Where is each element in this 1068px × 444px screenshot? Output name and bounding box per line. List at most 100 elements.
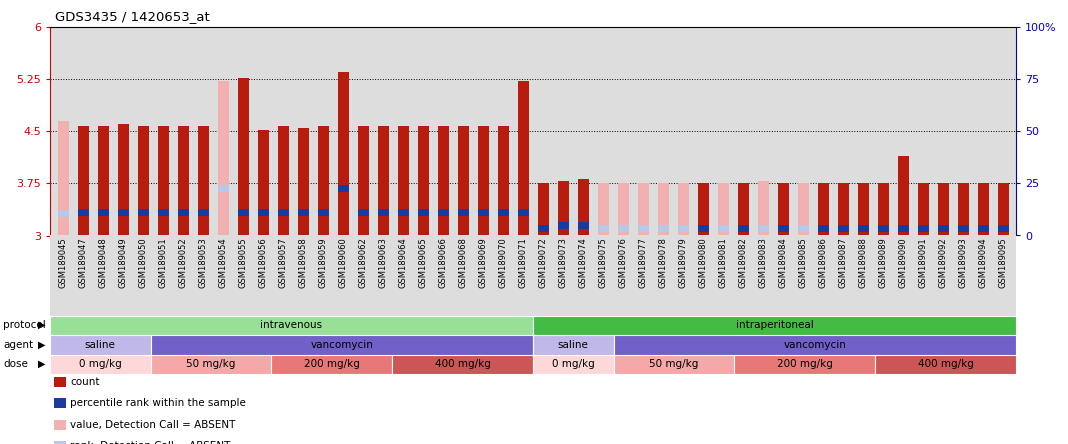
Bar [58, 121, 68, 235]
Bar [257, 130, 268, 235]
Text: 200 mg/kg: 200 mg/kg [303, 359, 360, 369]
Bar [837, 183, 848, 235]
Text: GSM189052: GSM189052 [178, 237, 188, 288]
Text: GSM189077: GSM189077 [639, 237, 647, 288]
Bar [613, 335, 1016, 354]
Text: GSM189090: GSM189090 [898, 237, 908, 288]
Text: ▶: ▶ [38, 359, 46, 369]
Bar [778, 183, 788, 235]
Text: GSM189086: GSM189086 [818, 237, 828, 288]
Text: GSM189063: GSM189063 [378, 237, 388, 288]
Bar [97, 126, 109, 235]
Bar [697, 183, 708, 235]
Text: GSM189072: GSM189072 [538, 237, 548, 288]
Bar [177, 209, 188, 216]
Bar [438, 209, 449, 216]
Bar [50, 235, 1016, 316]
Text: 400 mg/kg: 400 mg/kg [435, 359, 490, 369]
Text: GSM189084: GSM189084 [779, 237, 787, 288]
Bar [392, 354, 533, 374]
Bar [557, 181, 568, 235]
Text: GSM189050: GSM189050 [139, 237, 147, 288]
Bar [298, 128, 309, 235]
Bar [617, 183, 628, 235]
Bar [817, 225, 829, 232]
Text: percentile rank within the sample: percentile rank within the sample [70, 398, 246, 408]
Text: GSM189068: GSM189068 [458, 237, 468, 288]
Bar [837, 225, 848, 232]
Bar [177, 126, 188, 235]
Bar [998, 225, 1008, 232]
Text: value, Detection Call = ABSENT: value, Detection Call = ABSENT [70, 420, 236, 430]
Bar [917, 183, 928, 235]
Bar [298, 209, 309, 216]
Bar [638, 225, 648, 232]
Text: GSM189085: GSM189085 [799, 237, 807, 288]
Bar [198, 126, 208, 235]
Bar [218, 81, 229, 235]
Bar [418, 209, 428, 216]
Text: GSM189065: GSM189065 [419, 237, 427, 288]
Bar [397, 209, 408, 216]
Text: GSM189088: GSM189088 [859, 237, 867, 288]
Bar [817, 183, 829, 235]
Bar [237, 209, 249, 216]
Text: GSM189053: GSM189053 [199, 237, 207, 288]
Bar [537, 183, 549, 235]
Bar [337, 72, 348, 235]
Text: 400 mg/kg: 400 mg/kg [917, 359, 974, 369]
Bar [377, 209, 389, 216]
Bar [97, 209, 109, 216]
Bar [457, 126, 469, 235]
Bar [677, 225, 689, 232]
Bar [498, 209, 508, 216]
Bar [138, 209, 148, 216]
Text: ▶: ▶ [38, 320, 46, 330]
Bar [718, 183, 728, 235]
Bar [917, 225, 928, 232]
Text: GSM189047: GSM189047 [79, 237, 88, 288]
Bar [157, 126, 169, 235]
Bar [278, 126, 288, 235]
Bar [878, 183, 889, 235]
Bar [938, 225, 948, 232]
Bar [358, 126, 368, 235]
Bar [735, 354, 875, 374]
Text: GSM189057: GSM189057 [279, 237, 287, 288]
Bar [58, 210, 68, 217]
Text: saline: saline [557, 340, 588, 350]
Bar [578, 178, 588, 235]
Bar [998, 183, 1008, 235]
Bar [457, 209, 469, 216]
Text: GSM189066: GSM189066 [439, 237, 447, 288]
Text: count: count [70, 377, 99, 387]
Bar [897, 155, 909, 235]
Text: GSM189064: GSM189064 [398, 237, 408, 288]
Bar [278, 209, 288, 216]
Bar [718, 225, 728, 232]
Bar [358, 209, 368, 216]
Text: GSM189075: GSM189075 [598, 237, 608, 288]
Text: 200 mg/kg: 200 mg/kg [776, 359, 833, 369]
Text: GSM189071: GSM189071 [518, 237, 528, 288]
Text: GSM189094: GSM189094 [978, 237, 988, 288]
Text: GSM189048: GSM189048 [98, 237, 108, 288]
Text: GSM189056: GSM189056 [258, 237, 267, 288]
Text: GSM189083: GSM189083 [758, 237, 768, 288]
Bar [50, 354, 151, 374]
Bar [533, 335, 613, 354]
Bar [757, 225, 769, 232]
Bar [533, 354, 613, 374]
Text: GSM189060: GSM189060 [339, 237, 347, 288]
Bar [317, 209, 329, 216]
Bar [597, 183, 609, 235]
Text: 0 mg/kg: 0 mg/kg [79, 359, 122, 369]
Text: vancomycin: vancomycin [311, 340, 373, 350]
Text: GSM189087: GSM189087 [838, 237, 848, 288]
Bar [798, 183, 808, 235]
Text: GSM189074: GSM189074 [579, 237, 587, 288]
Text: protocol: protocol [3, 320, 46, 330]
Text: ▶: ▶ [38, 340, 46, 350]
Bar [271, 354, 392, 374]
Text: GSM189079: GSM189079 [678, 237, 688, 288]
